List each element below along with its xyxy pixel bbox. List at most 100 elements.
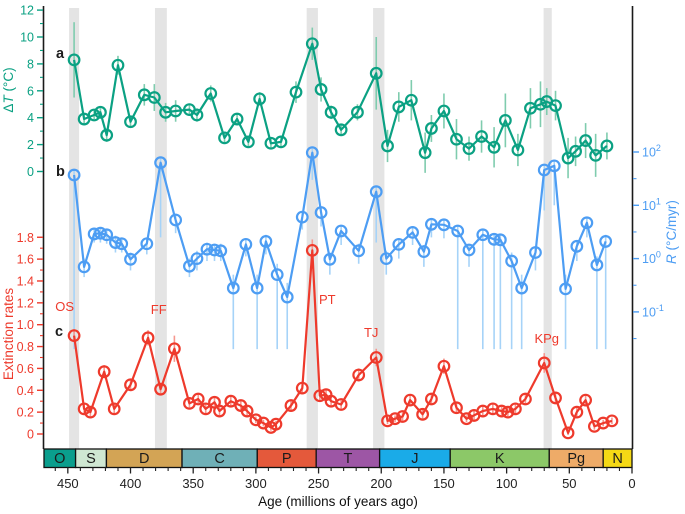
temp-tick-label: 10 <box>20 31 34 45</box>
temp-axis-title: ΔT (°C) <box>1 67 16 112</box>
temp-data-point <box>437 104 451 118</box>
rate-data-point <box>505 254 519 268</box>
temp-data-point <box>450 132 463 146</box>
ext-tick-label: 0.4 <box>17 384 34 398</box>
ext-data-point <box>450 401 463 415</box>
temp-data-point <box>511 143 525 157</box>
period-label-D: D <box>139 451 149 467</box>
temp-data-point <box>462 142 476 156</box>
event-label-OS: OS <box>55 299 74 314</box>
rate-data-point <box>599 235 613 248</box>
ext-data-point <box>334 398 348 411</box>
ext-tick-label: 1.8 <box>17 231 34 245</box>
temp-data-point <box>111 58 125 72</box>
rate-data-point <box>67 168 81 182</box>
ext-data-point <box>381 414 394 428</box>
extinction-axis: 0 0.2 0.4 0.6 0.8 1.0 1.2 1.4 1.6 1.8 Extinction r… <box>1 231 43 442</box>
rate-axis: 102 101 100 10-1 R (°C/myr) <box>633 143 679 340</box>
event-band-TJ <box>373 8 385 449</box>
ext-data-point <box>249 413 263 427</box>
ext-data-point <box>460 412 473 426</box>
x-tick-label: 100 <box>496 476 518 491</box>
event-label-PT: PT <box>319 292 336 307</box>
rate-data-point <box>590 258 604 272</box>
x-tick-label: 250 <box>308 476 330 491</box>
ext-data-point <box>501 405 515 419</box>
rate-data-point <box>559 282 572 296</box>
period-label-S: S <box>86 451 96 467</box>
ext-tick-label: 0 <box>27 428 34 442</box>
ext-data-point <box>437 359 451 373</box>
rate-data-point <box>190 252 204 266</box>
temp-data-point <box>475 130 488 143</box>
extinction-event-bands <box>69 8 552 449</box>
temp-data-point <box>289 85 303 99</box>
period-label-T: T <box>343 451 352 467</box>
temp-tick-label: 6 <box>27 84 34 98</box>
period-label-K: K <box>495 451 505 467</box>
ext-data-point <box>509 402 522 416</box>
ext-tick-label: 0.2 <box>17 406 34 420</box>
ext-tick-label: 1.6 <box>17 253 34 267</box>
rate-data-point <box>94 226 107 240</box>
rate-data-point <box>124 252 137 266</box>
temp-data-point <box>561 151 575 165</box>
ext-data-point <box>77 402 91 416</box>
temp-data-point <box>314 83 328 96</box>
rate-tick-label: 100 <box>642 250 661 267</box>
ext-data-point <box>425 392 438 406</box>
rate-data-point <box>77 260 91 274</box>
ext-data-point <box>269 417 283 431</box>
temp-data-point <box>230 112 244 126</box>
rate-series <box>67 146 613 350</box>
ext-data-point <box>191 392 205 406</box>
ext-data-point <box>97 365 111 379</box>
rate-data-point <box>239 237 253 251</box>
ext-data-point <box>519 392 532 406</box>
x-tick-label: 300 <box>245 476 267 491</box>
x-tick-label: 200 <box>370 476 392 491</box>
temp-data-point <box>392 100 406 114</box>
ext-data-point <box>561 426 575 440</box>
panel-label-c: c <box>55 324 63 340</box>
rate-data-point <box>334 224 348 238</box>
ext-line <box>73 249 613 434</box>
temp-tick-label: 12 <box>20 4 34 18</box>
event-band-KPg <box>543 8 552 449</box>
x-tick-label: 50 <box>562 476 576 491</box>
x-tick-label: 150 <box>433 476 455 491</box>
rate-data-point <box>392 237 406 251</box>
ext-data-point <box>416 407 430 421</box>
event-label-KPg: KPg <box>534 331 559 346</box>
temp-data-point <box>204 87 218 100</box>
ext-tick-label: 0.6 <box>17 362 34 376</box>
rate-data-point <box>314 206 328 219</box>
ext-data-point <box>352 368 366 382</box>
temp-tick-label: 0 <box>27 165 34 179</box>
rate-data-point <box>323 252 337 266</box>
period-label-N: N <box>612 451 622 467</box>
ext-data-point <box>403 393 417 407</box>
period-label-P: P <box>282 451 292 467</box>
temp-tick-label: 2 <box>27 138 34 152</box>
rate-data-point <box>226 281 240 295</box>
temp-data-point <box>404 93 418 107</box>
temp-series <box>67 22 614 179</box>
ext-data-point <box>549 391 562 405</box>
panel-label-a: a <box>56 46 65 62</box>
rate-data-point <box>109 236 122 249</box>
geologic-period-bar: O S D C P T J K Pg N <box>43 448 633 469</box>
rate-data-point <box>352 244 366 258</box>
temp-data-point <box>190 108 204 122</box>
ext-data-point <box>154 382 167 396</box>
period-label-Pg: Pg <box>567 451 585 467</box>
temp-data-point <box>534 97 547 111</box>
temp-data-point <box>589 148 603 162</box>
temp-data-point <box>324 105 338 119</box>
rate-data-point <box>270 268 284 282</box>
rate-data-point <box>208 243 221 257</box>
plot-spines <box>42 6 634 449</box>
rate-data-point <box>183 259 196 273</box>
rate-data-point <box>493 233 507 247</box>
